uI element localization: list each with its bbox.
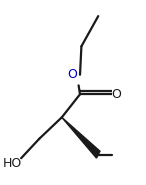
Polygon shape [62,117,100,158]
Text: HO: HO [3,157,22,170]
Text: O: O [67,68,77,81]
Text: O: O [112,88,121,101]
